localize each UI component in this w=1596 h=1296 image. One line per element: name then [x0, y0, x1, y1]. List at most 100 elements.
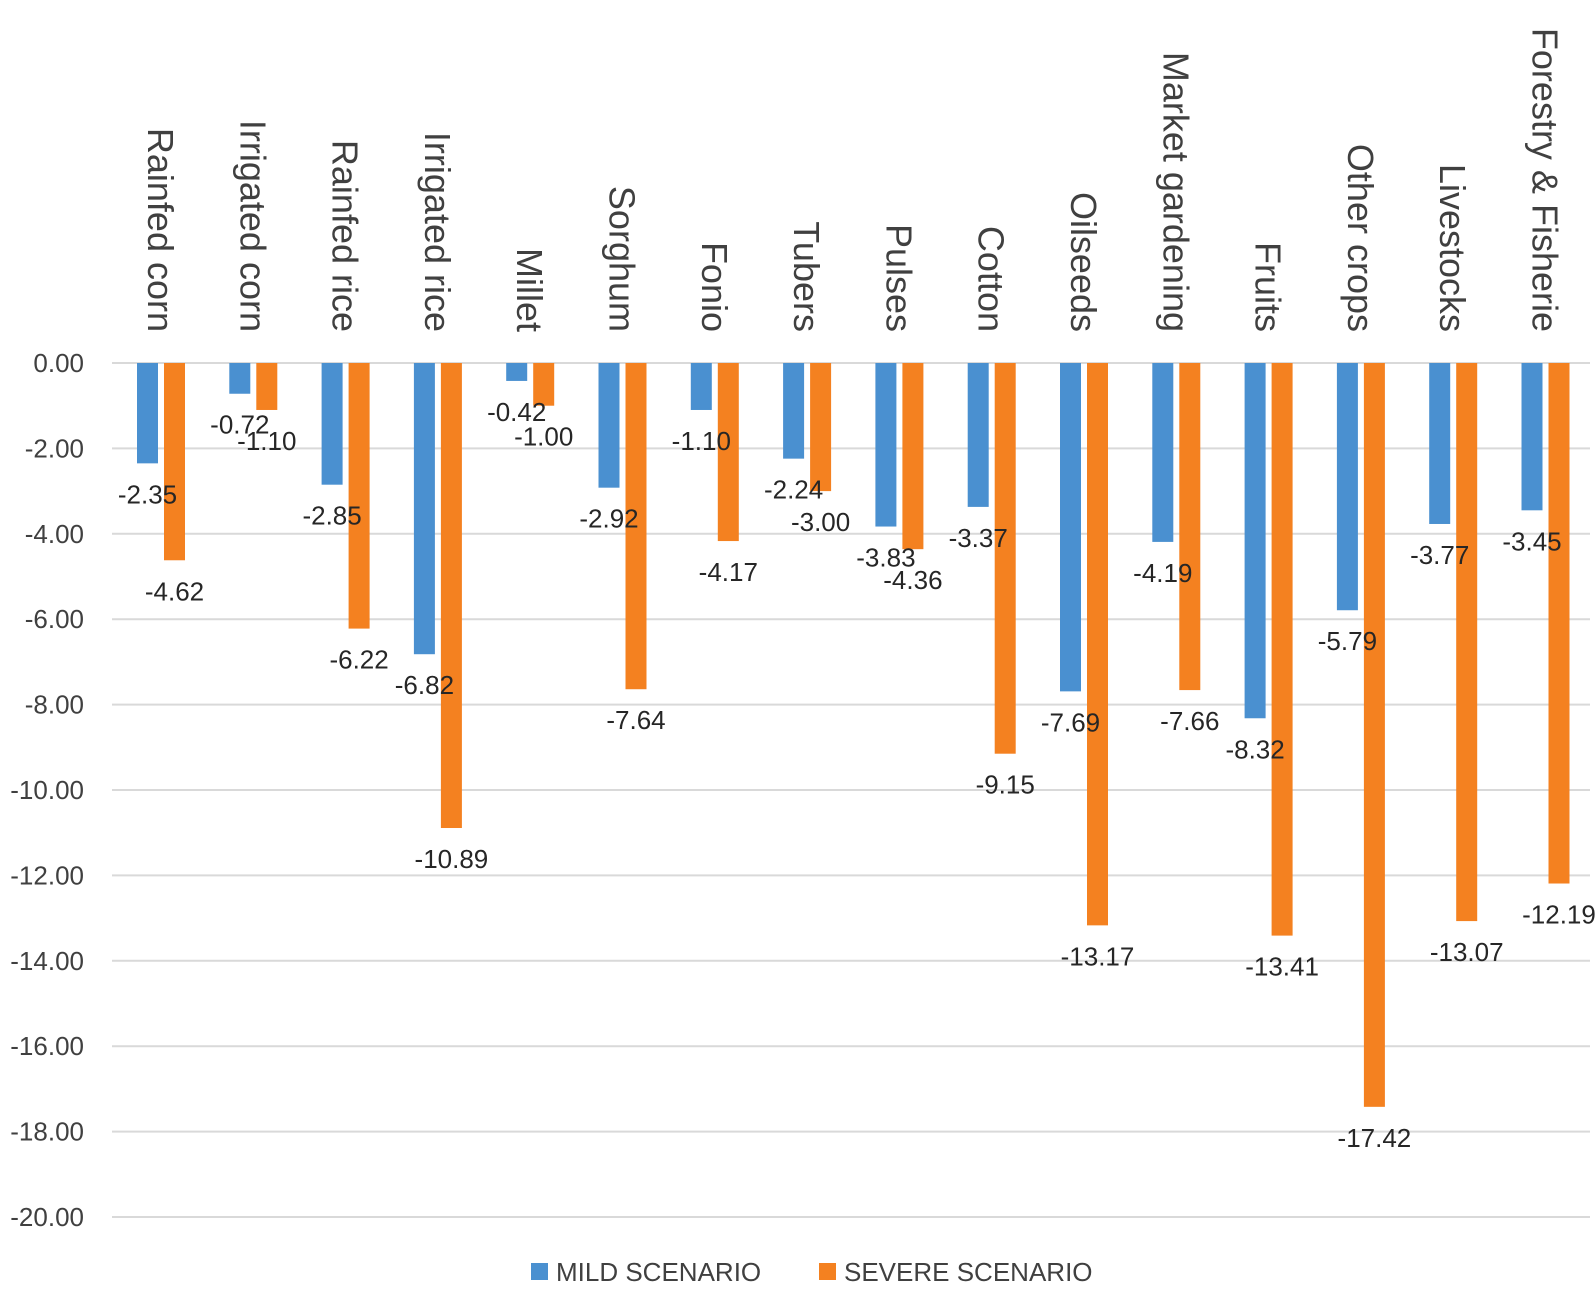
- mild-data-label: -0.42: [487, 397, 546, 427]
- severe-bar: [533, 363, 555, 406]
- y-tick-label: -8.00: [25, 690, 84, 720]
- severe-bar: [164, 363, 185, 561]
- category-label: Sorghum: [602, 186, 643, 332]
- mild-data-label: -3.45: [1502, 526, 1561, 556]
- severe-bar: [902, 363, 924, 550]
- data-labels: -2.35-4.62-0.72-1.10-2.85-6.22-6.82-10.8…: [118, 397, 1596, 1153]
- mild-bar: [1336, 363, 1358, 611]
- category-label: Irrigated rice: [417, 132, 458, 332]
- y-tick-label: -2.00: [25, 433, 84, 463]
- severe-bar: [810, 363, 832, 492]
- severe-data-label: -6.22: [329, 645, 388, 675]
- category-label: Fruits: [1248, 242, 1289, 332]
- mild-data-label: -4.19: [1133, 558, 1192, 588]
- mild-bar: [506, 363, 528, 381]
- category-label: Pulses: [878, 224, 919, 332]
- severe-data-label: -13.07: [1430, 937, 1504, 967]
- severe-bar: [625, 363, 647, 690]
- severe-data-label: -4.62: [145, 576, 204, 606]
- mild-data-label: -2.35: [118, 479, 177, 509]
- severe-legend-swatch: [819, 1263, 836, 1280]
- mild-legend-label: MILD SCENARIO: [556, 1257, 761, 1287]
- severe-data-label: -7.66: [1160, 706, 1219, 736]
- mild-bar: [690, 363, 712, 410]
- category-label: Rainfed rice: [325, 140, 366, 332]
- mild-bar: [1521, 363, 1543, 511]
- category-label: Rainfed corn: [140, 128, 181, 332]
- severe-bar: [1271, 363, 1293, 936]
- category-label: Other crops: [1340, 144, 1381, 332]
- y-tick-label: -10.00: [10, 775, 84, 805]
- category-label: Tubers: [786, 221, 827, 332]
- mild-data-label: -2.24: [764, 475, 823, 505]
- category-label: Oilseeds: [1063, 192, 1104, 332]
- severe-bar: [1087, 363, 1108, 926]
- severe-data-label: -13.41: [1245, 952, 1319, 982]
- severe-bar: [717, 363, 739, 542]
- mild-legend-swatch: [531, 1263, 548, 1280]
- severe-bar: [1179, 363, 1201, 691]
- category-label: Fonio: [694, 242, 735, 332]
- mild-data-label: -3.83: [856, 543, 915, 573]
- category-label: Cotton: [971, 226, 1012, 332]
- mild-bar: [875, 363, 897, 527]
- severe-bar: [994, 363, 1016, 754]
- severe-bar: [1456, 363, 1478, 922]
- severe-data-label: -4.17: [699, 557, 758, 587]
- y-tick-label: -4.00: [25, 519, 84, 549]
- severe-data-label: -13.17: [1061, 941, 1135, 971]
- mild-data-label: -3.77: [1410, 540, 1469, 570]
- y-tick-label: 0.00: [33, 348, 84, 378]
- mild-data-label: -2.85: [302, 501, 361, 531]
- mild-bar: [598, 363, 620, 488]
- mild-bar: [413, 363, 435, 655]
- mild-data-label: -7.69: [1041, 707, 1100, 737]
- category-label: Forestry & Fisherie: [1525, 28, 1566, 332]
- mild-bar: [1060, 363, 1081, 692]
- severe-bar: [348, 363, 370, 629]
- mild-bar: [783, 363, 805, 459]
- mild-bar: [967, 363, 989, 507]
- severe-data-label: -9.15: [976, 770, 1035, 800]
- severe-data-label: -3.00: [791, 507, 850, 537]
- y-tick-label: -12.00: [10, 860, 84, 890]
- y-axis-tick-labels: 0.00 -2.00 -4.00 -6.00 -8.00 -10.00 -12.00 -14.…: [10, 348, 84, 1232]
- mild-bar: [321, 363, 343, 485]
- severe-data-label: -4.36: [883, 565, 942, 595]
- severe-data-label: -1.00: [514, 422, 573, 452]
- mild-data-label: -1.10: [672, 426, 731, 456]
- mild-data-label: -3.37: [949, 523, 1008, 553]
- severe-data-label: -1.10: [237, 426, 296, 456]
- category-label: Market gardening: [1155, 52, 1196, 332]
- y-tick-label: -6.00: [25, 604, 84, 634]
- y-tick-label: -14.00: [10, 946, 84, 976]
- mild-bar: [229, 363, 251, 394]
- y-tick-label: -16.00: [10, 1031, 84, 1061]
- severe-data-label: -10.89: [415, 844, 489, 874]
- category-label: Livestocks: [1432, 164, 1473, 332]
- mild-bar: [1152, 363, 1174, 542]
- severe-bar: [256, 363, 278, 410]
- severe-data-label: -17.42: [1338, 1123, 1412, 1153]
- severe-data-label: -7.64: [606, 705, 665, 735]
- mild-data-label: -6.82: [395, 670, 454, 700]
- mild-data-label: -5.79: [1318, 626, 1377, 656]
- category-label: Millet: [509, 248, 550, 332]
- legend: MILD SCENARIO SEVERE SCENARIO: [531, 1257, 1093, 1287]
- severe-legend-label: SEVERE SCENARIO: [844, 1257, 1093, 1287]
- mild-bar: [1429, 363, 1451, 524]
- severe-bar: [440, 363, 462, 829]
- mild-data-label: -0.72: [210, 410, 269, 440]
- category-labels: Rainfed corn Irrigated corn Rainfed rice Ir…: [140, 28, 1566, 332]
- severe-bar: [1363, 363, 1385, 1107]
- bars: [137, 363, 1570, 1107]
- severe-data-label: -12.19: [1522, 900, 1596, 930]
- mild-bar: [1244, 363, 1266, 719]
- mild-bar: [137, 363, 158, 464]
- severe-bar: [1548, 363, 1570, 884]
- y-tick-label: -20.00: [10, 1202, 84, 1232]
- mild-data-label: -8.32: [1225, 734, 1284, 764]
- y-tick-label: -18.00: [10, 1117, 84, 1147]
- category-label: Irrigated corn: [232, 120, 273, 332]
